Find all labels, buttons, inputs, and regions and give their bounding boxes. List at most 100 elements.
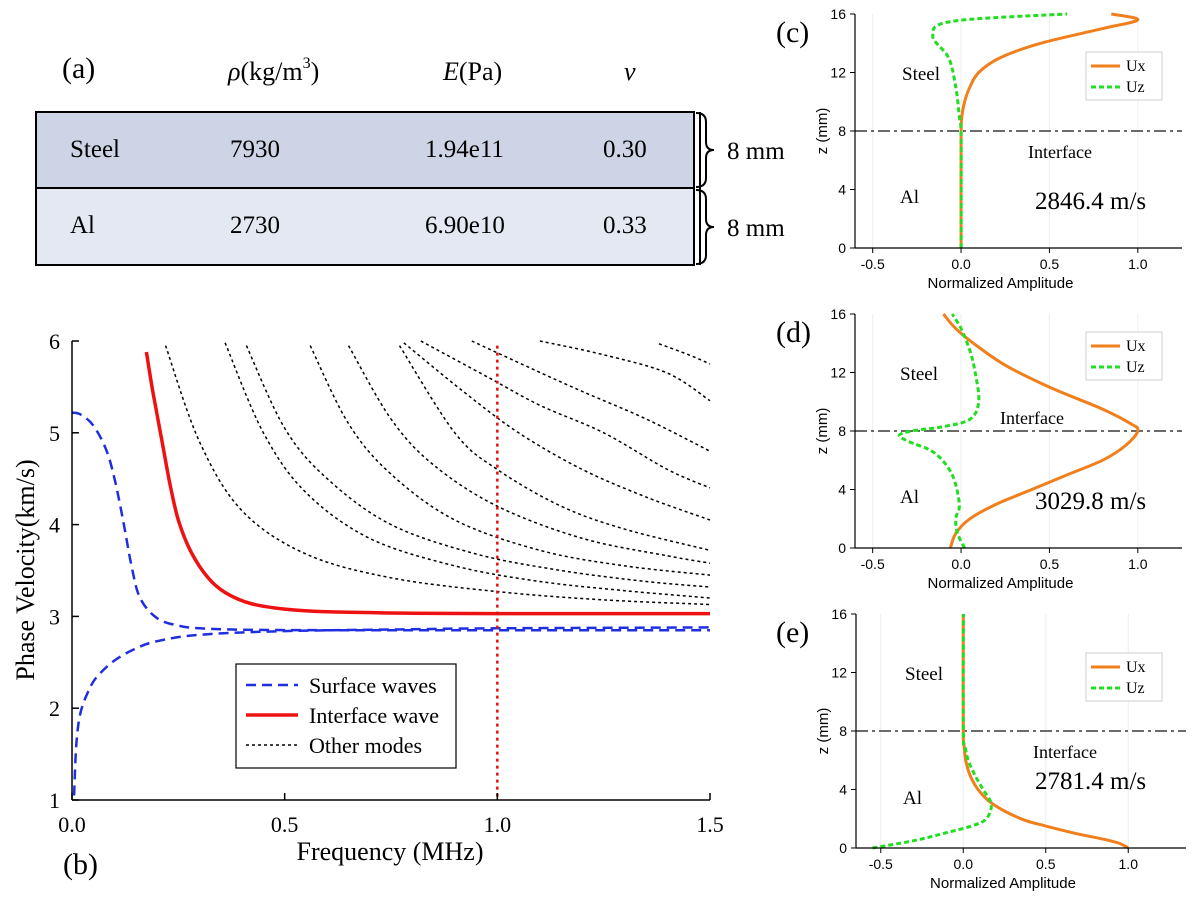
thickness-al: 8 mm: [727, 215, 785, 242]
mode-profile-e: (e) -0.5 0.0 0.5 1.0 0 4 8 12 16 Normalized Ampl…: [776, 606, 1186, 892]
other-mode-curve: [658, 343, 711, 365]
cell-density: 7930: [230, 136, 280, 163]
thickness-brace-al: [695, 189, 715, 265]
other-mode-curve: [347, 345, 711, 564]
legend-label-uz: Uz: [1126, 359, 1145, 376]
x-axis-label: Frequency (MHz): [297, 837, 484, 866]
ux-curve: [942, 313, 1140, 549]
y-tick-label: 12: [830, 65, 846, 81]
interface-label: Interface: [1028, 142, 1092, 162]
y-tick-label: 16: [830, 306, 846, 322]
x-axis-label: Normalized Amplitude: [928, 575, 1074, 592]
x-tick-label: -0.5: [861, 556, 885, 572]
y-tick-label: 8: [839, 723, 847, 739]
legend: Ux Uz: [1085, 331, 1163, 381]
y-tick-label: 4: [49, 513, 60, 538]
panel-label-a: (a): [62, 52, 95, 85]
cell-poisson: 0.33: [603, 212, 647, 239]
panel-label-b: (b): [63, 848, 98, 881]
cell-modulus: 1.94e11: [425, 136, 504, 163]
x-tick-label: 0.5: [1040, 256, 1060, 272]
legend: Ux Uz: [1085, 652, 1163, 702]
x-tick-label: -0.5: [869, 856, 893, 872]
cell-material: Steel: [70, 136, 120, 163]
panel-label-d: (d): [776, 316, 811, 349]
y-tick-label: 5: [49, 421, 60, 446]
other-mode-curve: [539, 340, 711, 402]
other-mode-curve: [245, 345, 711, 588]
y-tick-label: 0: [839, 840, 847, 856]
phase-velocity-value: 3029.8 m/s: [1035, 488, 1146, 515]
cell-material: Al: [70, 212, 95, 239]
x-tick-label: 0.5: [1040, 556, 1060, 572]
legend-label-ux: Ux: [1126, 659, 1146, 676]
header-density: ρ(kg/m3): [227, 55, 319, 86]
x-tick-label: 0.0: [954, 856, 974, 872]
y-tick-label: 8: [838, 123, 846, 139]
y-tick-label: 4: [838, 182, 846, 198]
other-mode-curve: [420, 340, 711, 489]
other-mode-curve: [224, 342, 711, 599]
surface-wave-curve: [72, 626, 711, 796]
x-tick-label: 1.5: [696, 812, 724, 837]
interface-label: Interface: [1000, 408, 1064, 428]
x-tick-label: 1.0: [1128, 256, 1148, 272]
interface-wave-curve: [144, 351, 711, 616]
cell-density: 2730: [230, 212, 280, 239]
table-row-steel: [35, 111, 695, 189]
cell-modulus: 6.90e10: [425, 212, 505, 239]
legend-label-ux: Ux: [1126, 338, 1146, 355]
y-tick-label: 6: [49, 329, 60, 354]
y-tick-label: 12: [831, 665, 847, 681]
y-tick-label: 12: [830, 365, 846, 381]
y-tick-label: 4: [839, 782, 847, 798]
header-modulus: E(Pa): [442, 57, 502, 86]
other-mode-curve: [471, 340, 711, 452]
layer-label-steel: Steel: [902, 64, 940, 85]
y-tick-label: 8: [838, 423, 846, 439]
layer-label-al: Al: [900, 187, 919, 208]
y-axis-label: z (mm): [814, 408, 831, 455]
mode-profile-d: (d) -0.5 0.0 0.5 1.0 0 4 8 12 16 Normalized Ampl…: [776, 306, 1182, 592]
y-tick-label: 0: [838, 240, 846, 256]
other-mode-curve: [164, 345, 711, 606]
y-tick-label: 1: [49, 788, 60, 813]
x-axis-label: Normalized Amplitude: [930, 875, 1076, 892]
y-tick-label: 0: [838, 540, 846, 556]
y-tick-label: 4: [838, 482, 846, 498]
surface-wave-curve: [71, 411, 710, 632]
legend: Ux Uz: [1085, 51, 1163, 101]
legend-label-uz: Uz: [1126, 680, 1145, 697]
panel-label-e: (e): [776, 616, 809, 649]
interface-label: Interface: [1033, 742, 1097, 762]
legend-label-uz: Uz: [1126, 79, 1145, 96]
layer-label-al: Al: [900, 487, 919, 508]
y-tick-label: 3: [49, 604, 60, 629]
other-mode-curve: [309, 345, 711, 576]
uz-curve: [872, 613, 993, 850]
legend-label-interface: Interface wave: [309, 703, 439, 728]
y-tick-label: 16: [831, 606, 847, 622]
y-axis-label: z (mm): [815, 708, 832, 755]
x-tick-label: 0.5: [271, 812, 299, 837]
uz-curve: [931, 12, 1068, 249]
legend-box: [1085, 652, 1163, 702]
legend-label-ux: Ux: [1126, 58, 1146, 75]
legend: Surface waves Interface wave Other modes: [235, 663, 457, 769]
thickness-steel: 8 mm: [727, 138, 785, 165]
layer-label-al: Al: [903, 788, 922, 809]
phase-velocity-value: 2781.4 m/s: [1035, 768, 1146, 795]
other-mode-curve: [403, 342, 711, 521]
x-tick-label: 0.0: [58, 812, 86, 837]
material-table: (a) ρ(kg/m3) E(Pa) ν Steel 7930 1.94e11 …: [35, 52, 785, 266]
header-poisson: ν: [624, 57, 636, 86]
legend-box: [1085, 331, 1163, 381]
y-axis-label: z (mm): [814, 108, 831, 155]
legend-box: [1085, 51, 1163, 101]
panel-label-c: (c): [776, 16, 809, 49]
cell-poisson: 0.30: [603, 136, 647, 163]
x-tick-label: 1.0: [1128, 556, 1148, 572]
legend-label-other: Other modes: [309, 733, 422, 758]
x-tick-label: 0.0: [951, 256, 971, 272]
